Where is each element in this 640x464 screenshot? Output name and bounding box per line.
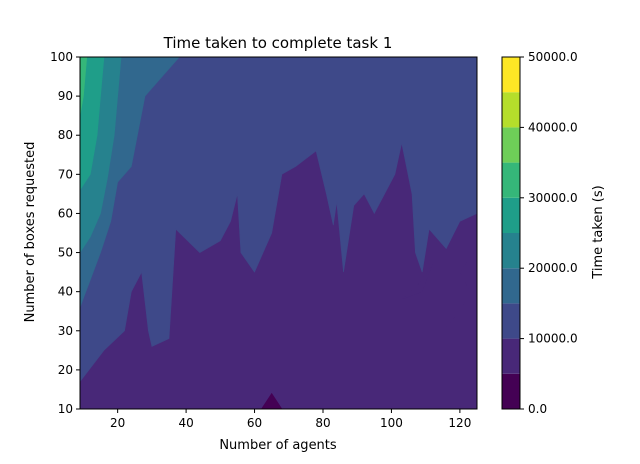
y-axis-label: Number of boxes requested (23, 142, 38, 323)
colorbar-tick-label: 20000.0 (528, 261, 578, 275)
y-axis: 10 20 30 40 50 60 70 80 90 100 (50, 50, 80, 416)
colorbar-tick-label: 40000.0 (528, 120, 578, 134)
contour-region-1 (79, 56, 478, 383)
x-tick-label: 60 (247, 416, 262, 430)
x-tick-label: 120 (448, 416, 471, 430)
colorbar-segment (502, 162, 520, 198)
x-tick-label: 20 (110, 416, 125, 430)
colorbar-segment (502, 233, 520, 269)
x-tick-label: 40 (178, 416, 193, 430)
x-tick-label: 100 (380, 416, 403, 430)
colorbar-segment (502, 268, 520, 304)
chart-title: Time taken to complete task 1 (163, 34, 393, 52)
y-tick-label: 40 (58, 285, 73, 299)
colorbar-segment (502, 373, 520, 409)
y-tick-label: 60 (58, 206, 73, 220)
colorbar-tick-label: 30000.0 (528, 191, 578, 205)
x-tick-label: 80 (315, 416, 330, 430)
y-tick-label: 80 (58, 128, 73, 142)
y-tick-label: 70 (58, 167, 73, 181)
colorbar-segment (502, 92, 520, 128)
colorbar-tick-label: 0.0 (528, 402, 547, 416)
colorbar-segment (502, 197, 520, 233)
contour-region-7 (401, 264, 433, 300)
y-tick-label: 50 (58, 246, 73, 260)
colorbar-segment (502, 127, 520, 163)
x-axis: 20 40 60 80 100 120 (110, 409, 471, 430)
contour-regions (79, 56, 478, 410)
colorbar-segment (502, 57, 520, 93)
x-axis-label: Number of agents (219, 438, 337, 453)
colorbar: 0.0 10000.0 20000.0 30000.0 40000.0 50000.0 (501, 50, 578, 416)
y-tick-label: 10 (58, 402, 73, 416)
colorbar-tick-label: 10000.0 (528, 332, 578, 346)
y-tick-label: 20 (58, 363, 73, 377)
colorbar-tick-label: 50000.0 (528, 50, 578, 64)
colorbar-label: Time taken (s) (591, 185, 606, 279)
y-tick-label: 100 (50, 50, 73, 64)
plot-frame (79, 56, 478, 410)
colorbar-segment (502, 303, 520, 339)
y-tick-label: 90 (58, 89, 73, 103)
colorbar-segment (502, 338, 520, 374)
y-tick-label: 30 (58, 324, 73, 338)
colorbar-frame (501, 56, 521, 410)
